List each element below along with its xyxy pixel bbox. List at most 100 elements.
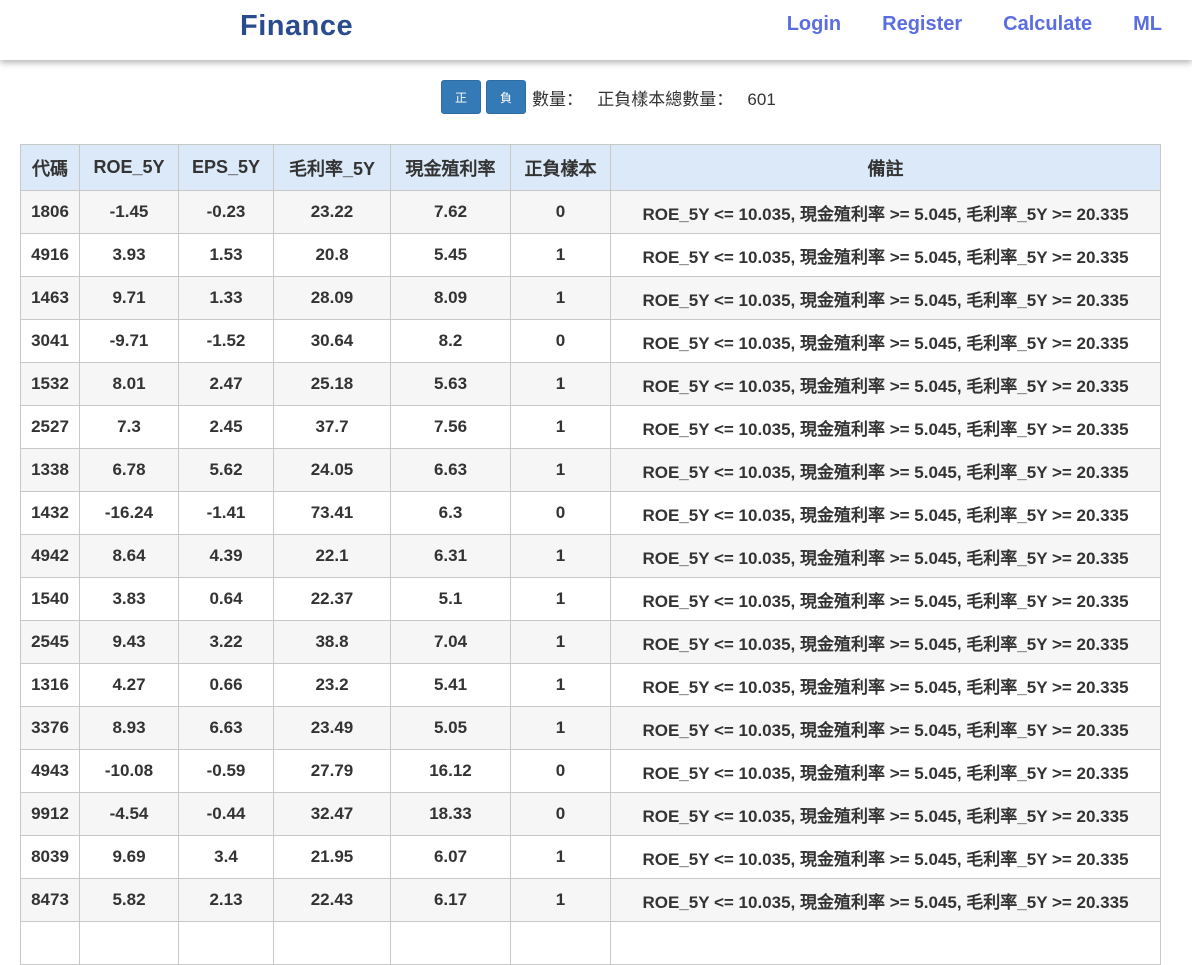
cell-remark: ROE_5Y <= 10.035, 現金殖利率 >= 5.045, 毛利率_5Y… [610,792,1161,836]
cell-roe-5y: 9.43 [79,620,179,664]
cell-eps-5y: -0.59 [178,749,274,793]
cell-gross-margin-5y: 38.8 [273,620,391,664]
cell-eps-5y: 0.64 [178,577,274,621]
cell-remark: ROE_5Y <= 10.035, 現金殖利率 >= 5.045, 毛利率_5Y… [610,878,1161,922]
cell-cash-yield: 16.12 [390,749,511,793]
cell-eps-5y: 0.66 [178,663,274,707]
cell-sample-label: 1 [510,448,611,492]
brand-title[interactable]: Finance [240,10,354,42]
cell-eps-5y: 1.33 [178,276,274,320]
table-row: 8039 9.69 3.4 21.95 6.07 1 ROE_5Y <= 10.035, 現… [20,835,1161,879]
cell-eps-5y: 2.45 [178,405,274,449]
cell-gross-margin-5y: 23.2 [273,663,391,707]
cell-eps-5y: 4.39 [178,534,274,578]
cell-sample-label: 1 [510,878,611,922]
cell-eps-5y: 6.63 [178,706,274,750]
navbar: Finance Login Register Calculate ML [0,0,1192,60]
count-label: 數量： [532,89,583,109]
cell-eps-5y: -0.23 [178,190,274,234]
table-row: 3041 -9.71 -1.52 30.64 8.2 0 ROE_5Y <= 10.035,… [20,319,1161,363]
cell-remark: ROE_5Y <= 10.035, 現金殖利率 >= 5.045, 毛利率_5Y… [610,276,1161,320]
cell-code: 3041 [20,319,80,363]
cell-sample-label [510,921,611,965]
cell-roe-5y: 9.69 [79,835,179,879]
cell-code: 1463 [20,276,80,320]
column-header-gross-margin-5y[interactable]: 毛利率_5Y [273,144,391,191]
cell-cash-yield: 7.04 [390,620,511,664]
column-header-remark[interactable]: 備註 [610,144,1161,191]
column-header-code[interactable]: 代碼 [20,144,80,191]
cell-roe-5y: 9.71 [79,276,179,320]
sample-controls: 正 負 數量： 正負樣本總數量： 601 [441,80,776,114]
cell-remark: ROE_5Y <= 10.035, 現金殖利率 >= 5.045, 毛利率_5Y… [610,663,1161,707]
cell-roe-5y: 7.3 [79,405,179,449]
total-value: 601 [747,89,776,109]
cell-eps-5y: -0.44 [178,792,274,836]
cell-gross-margin-5y: 25.18 [273,362,391,406]
cell-cash-yield: 5.1 [390,577,511,621]
column-header-roe-5y[interactable]: ROE_5Y [79,144,179,191]
table-row [20,921,1161,965]
table-row: 2527 7.3 2.45 37.7 7.56 1 ROE_5Y <= 10.035, 現金… [20,405,1161,449]
cell-cash-yield: 5.63 [390,362,511,406]
nav-register-link[interactable]: Register [882,13,963,35]
nav-ml-link[interactable]: ML [1133,13,1162,35]
cell-roe-5y: 8.93 [79,706,179,750]
cell-roe-5y: -16.24 [79,491,179,535]
cell-remark: ROE_5Y <= 10.035, 現金殖利率 >= 5.045, 毛利率_5Y… [610,491,1161,535]
cell-code [20,921,80,965]
cell-code: 1432 [20,491,80,535]
cell-gross-margin-5y: 27.79 [273,749,391,793]
table-row: 4916 3.93 1.53 20.8 5.45 1 ROE_5Y <= 10.035, 現… [20,233,1161,277]
cell-remark: ROE_5Y <= 10.035, 現金殖利率 >= 5.045, 毛利率_5Y… [610,448,1161,492]
nav-calculate-link[interactable]: Calculate [1003,13,1093,35]
cell-code: 4943 [20,749,80,793]
cell-sample-label: 1 [510,835,611,879]
column-header-sample-label[interactable]: 正負樣本 [510,144,611,191]
cell-eps-5y: -1.41 [178,491,274,535]
cell-cash-yield: 5.05 [390,706,511,750]
cell-cash-yield: 8.09 [390,276,511,320]
cell-code: 1338 [20,448,80,492]
cell-remark: ROE_5Y <= 10.035, 現金殖利率 >= 5.045, 毛利率_5Y… [610,534,1161,578]
cell-cash-yield: 8.2 [390,319,511,363]
column-header-eps-5y[interactable]: EPS_5Y [178,144,274,191]
cell-remark: ROE_5Y <= 10.035, 現金殖利率 >= 5.045, 毛利率_5Y… [610,749,1161,793]
cell-remark: ROE_5Y <= 10.035, 現金殖利率 >= 5.045, 毛利率_5Y… [610,405,1161,449]
cell-gross-margin-5y: 22.1 [273,534,391,578]
cell-cash-yield: 6.17 [390,878,511,922]
cell-roe-5y: -4.54 [79,792,179,836]
positive-sample-button[interactable]: 正 [441,80,481,114]
cell-eps-5y: 2.13 [178,878,274,922]
cell-gross-margin-5y: 30.64 [273,319,391,363]
cell-remark: ROE_5Y <= 10.035, 現金殖利率 >= 5.045, 毛利率_5Y… [610,319,1161,363]
cell-remark: ROE_5Y <= 10.035, 現金殖利率 >= 5.045, 毛利率_5Y… [610,577,1161,621]
cell-roe-5y: 8.64 [79,534,179,578]
cell-roe-5y: -10.08 [79,749,179,793]
column-header-cash-yield[interactable]: 現金殖利率 [390,144,511,191]
cell-roe-5y: 4.27 [79,663,179,707]
cell-cash-yield: 5.45 [390,233,511,277]
sample-count-text: 數量： 正負樣本總數量： 601 [532,85,776,110]
cell-sample-label: 0 [510,190,611,234]
table-row: 1806 -1.45 -0.23 23.22 7.62 0 ROE_5Y <= 10.035… [20,190,1161,234]
nav-login-link[interactable]: Login [786,13,842,35]
table-row: 1540 3.83 0.64 22.37 5.1 1 ROE_5Y <= 10.035, 現… [20,577,1161,621]
table-row: 1463 9.71 1.33 28.09 8.09 1 ROE_5Y <= 10.035, … [20,276,1161,320]
cell-code: 2527 [20,405,80,449]
cell-gross-margin-5y: 73.41 [273,491,391,535]
cell-sample-label: 1 [510,706,611,750]
table-row: 4943 -10.08 -0.59 27.79 16.12 0 ROE_5Y <= 10.0… [20,749,1161,793]
cell-remark: ROE_5Y <= 10.035, 現金殖利率 >= 5.045, 毛利率_5Y… [610,706,1161,750]
cell-sample-label: 1 [510,362,611,406]
cell-eps-5y: 1.53 [178,233,274,277]
table-row: 3376 8.93 6.63 23.49 5.05 1 ROE_5Y <= 10.035, … [20,706,1161,750]
cell-code: 1532 [20,362,80,406]
cell-gross-margin-5y: 28.09 [273,276,391,320]
cell-gross-margin-5y: 21.95 [273,835,391,879]
negative-sample-button[interactable]: 負 [486,80,526,114]
cell-roe-5y: 6.78 [79,448,179,492]
cell-remark: ROE_5Y <= 10.035, 現金殖利率 >= 5.045, 毛利率_5Y… [610,362,1161,406]
results-table-container: 代碼 ROE_5Y EPS_5Y 毛利率_5Y 現金殖利率 正負樣本 備註 1806 -1.4… [20,144,1161,965]
cell-cash-yield: 6.63 [390,448,511,492]
